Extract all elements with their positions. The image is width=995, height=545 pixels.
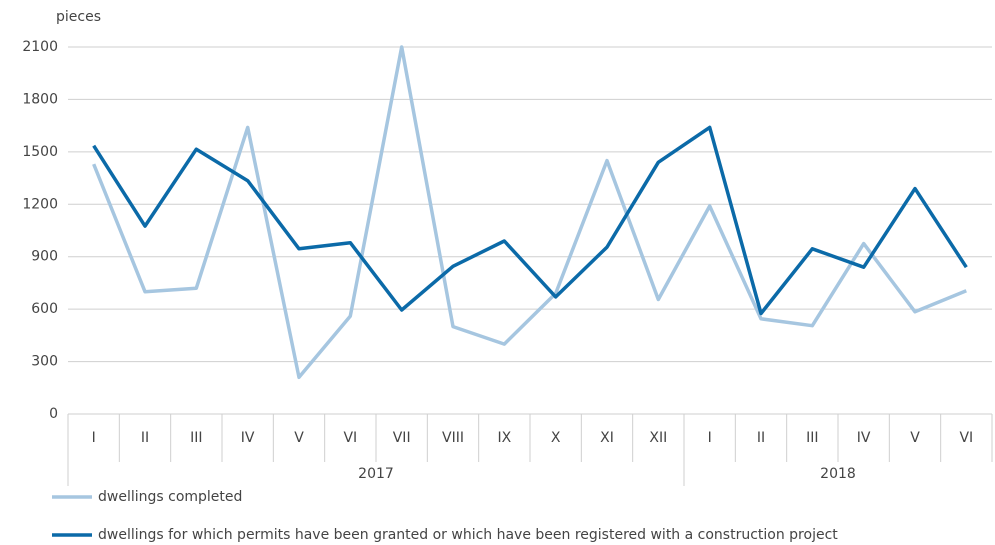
x-tick-label: X xyxy=(551,430,561,446)
line-series xyxy=(92,45,967,380)
x-tick-label: I xyxy=(708,430,712,446)
legend-label: dwellings for which permits have been gr… xyxy=(98,527,838,543)
x-tick-label: I xyxy=(92,430,96,446)
x-tick-label: II xyxy=(141,430,149,446)
x-tick-label: V xyxy=(910,430,920,446)
group-label: 2017 xyxy=(358,466,394,482)
y-tick-label: 1200 xyxy=(22,196,58,212)
x-tick-label: II xyxy=(757,430,765,446)
x-tick-label: IV xyxy=(241,430,255,446)
y-tick-label: 900 xyxy=(31,249,58,265)
y-tick-label: 0 xyxy=(49,406,58,422)
y-tick-label: 600 xyxy=(31,301,58,317)
y-axis-label: pieces xyxy=(56,9,101,25)
y-tick-label: 300 xyxy=(31,354,58,370)
x-tick-label: III xyxy=(190,430,202,446)
x-tick-label: XII xyxy=(649,430,667,446)
legend-label: dwellings completed xyxy=(98,489,242,505)
y-tick-label: 2100 xyxy=(22,39,58,55)
x-tick-label: IV xyxy=(857,430,871,446)
y-tick-label: 1500 xyxy=(22,144,58,160)
x-tick-label: IX xyxy=(497,430,511,446)
y-tick-label: 1800 xyxy=(22,91,58,107)
group-label: 2018 xyxy=(820,466,856,482)
x-tick-label: XI xyxy=(600,430,614,446)
line-series xyxy=(92,125,968,316)
x-tick-label: III xyxy=(806,430,818,446)
x-tick-label: VIII xyxy=(442,430,464,446)
x-tick-label: VI xyxy=(343,430,357,446)
x-tick-label: VI xyxy=(959,430,973,446)
x-tick-label: V xyxy=(294,430,304,446)
x-tick-label: VII xyxy=(393,430,411,446)
